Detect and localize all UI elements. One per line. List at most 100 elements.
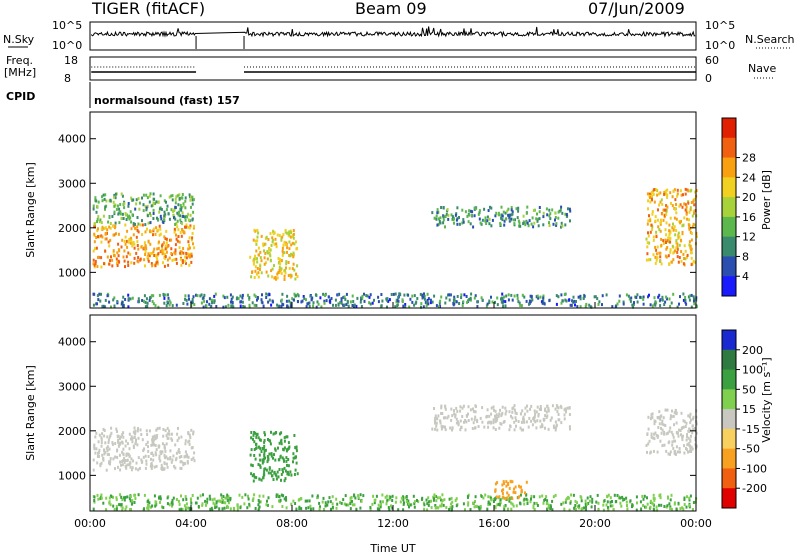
- echo-cell: [127, 264, 130, 267]
- echo-cell: [438, 301, 441, 305]
- echo-cell: [429, 298, 432, 302]
- nsky-tick-top: 10^5: [52, 19, 82, 32]
- echo-cell: [316, 494, 319, 498]
- echo-cell: [141, 299, 144, 302]
- echo-cell: [229, 498, 232, 502]
- echo-cell: [680, 238, 682, 242]
- echo-cell: [304, 499, 307, 503]
- echo-cell: [170, 208, 173, 212]
- echo-cell: [96, 302, 98, 306]
- echo-cell: [142, 455, 145, 459]
- echo-cell: [646, 450, 648, 454]
- echo-cell: [259, 464, 262, 468]
- echo-cell: [417, 500, 420, 504]
- echo-cell: [437, 223, 440, 226]
- echo-cell: [293, 473, 296, 476]
- echo-cell: [164, 456, 167, 460]
- echo-cell: [339, 301, 341, 305]
- echo-cell: [665, 204, 668, 208]
- echo-cell: [426, 502, 429, 506]
- echo-cell: [108, 447, 111, 451]
- echo-cell: [688, 226, 691, 230]
- echo-cell: [666, 504, 669, 508]
- colorbar-tick-label: 200: [742, 344, 763, 357]
- echo-cell: [109, 460, 112, 464]
- echo-cell: [494, 409, 497, 413]
- echo-cell: [101, 235, 104, 239]
- echo-cell: [93, 495, 96, 499]
- echo-cell: [450, 496, 453, 500]
- echo-cell: [262, 476, 265, 480]
- echo-cell: [369, 293, 372, 297]
- echo-cell: [639, 500, 642, 504]
- echo-cell: [663, 191, 666, 194]
- echo-cell: [133, 501, 136, 504]
- echo-cell: [515, 412, 518, 416]
- echo-cell: [385, 494, 388, 498]
- echo-cell: [661, 422, 664, 426]
- echo-cell: [434, 416, 437, 420]
- echo-cell: [350, 496, 353, 499]
- echo-cell: [127, 202, 130, 205]
- echo-cell: [474, 404, 477, 408]
- echo-cell: [101, 304, 104, 308]
- echo-cell: [557, 406, 560, 410]
- echo-cell: [345, 303, 348, 306]
- echo-cell: [597, 508, 600, 512]
- echo-cell: [135, 198, 138, 202]
- echo-cell: [672, 414, 675, 418]
- echo-cell: [127, 251, 130, 255]
- echo-cell: [451, 414, 454, 418]
- echo-cell: [659, 496, 662, 500]
- echo-cell: [144, 454, 147, 458]
- echo-cell: [653, 296, 656, 300]
- echo-cell: [109, 457, 112, 461]
- echo-cell: [157, 252, 160, 256]
- echo-region: [92, 493, 698, 512]
- echo-cell: [165, 229, 168, 233]
- echo-cell: [178, 240, 181, 244]
- echo-cell: [686, 435, 688, 438]
- echo-cell: [685, 421, 688, 425]
- echo-cell: [508, 410, 511, 414]
- echo-cell: [567, 495, 570, 499]
- echo-cell: [284, 243, 287, 247]
- echo-cell: [292, 499, 295, 503]
- echo-cell: [565, 498, 568, 502]
- echo-cell: [484, 219, 487, 223]
- echo-cell: [647, 199, 650, 203]
- echo-cell: [186, 455, 189, 459]
- echo-cell: [670, 260, 673, 264]
- echo-cell: [164, 293, 167, 297]
- echo-cell: [170, 194, 173, 198]
- echo-cell: [647, 219, 650, 223]
- echo-cell: [132, 459, 134, 463]
- echo-cell: [227, 496, 230, 500]
- echo-cell: [144, 244, 147, 248]
- echo-cell: [93, 240, 96, 244]
- echo-cell: [128, 214, 131, 218]
- echo-cell: [675, 203, 677, 206]
- echo-cell: [165, 241, 168, 245]
- echo-cell: [468, 297, 471, 301]
- echo-cell: [352, 300, 355, 303]
- echo-cell: [169, 457, 172, 461]
- echo-cell: [164, 429, 167, 433]
- echo-cell: [656, 245, 659, 249]
- echo-cell: [283, 278, 286, 281]
- echo-cell: [128, 454, 131, 458]
- echo-cell: [287, 458, 290, 461]
- echo-cell: [456, 206, 459, 210]
- echo-cell: [104, 226, 107, 230]
- echo-cell: [223, 296, 226, 300]
- echo-cell: [130, 435, 133, 439]
- echo-cell: [141, 233, 144, 236]
- echo-cell: [526, 205, 529, 209]
- echo-cell: [262, 459, 265, 463]
- echo-cell: [255, 446, 258, 450]
- echo-cell: [278, 234, 281, 237]
- echo-cell: [147, 455, 150, 458]
- echo-cell: [526, 502, 529, 505]
- echo-cell: [669, 414, 672, 418]
- echo-cell: [523, 502, 526, 506]
